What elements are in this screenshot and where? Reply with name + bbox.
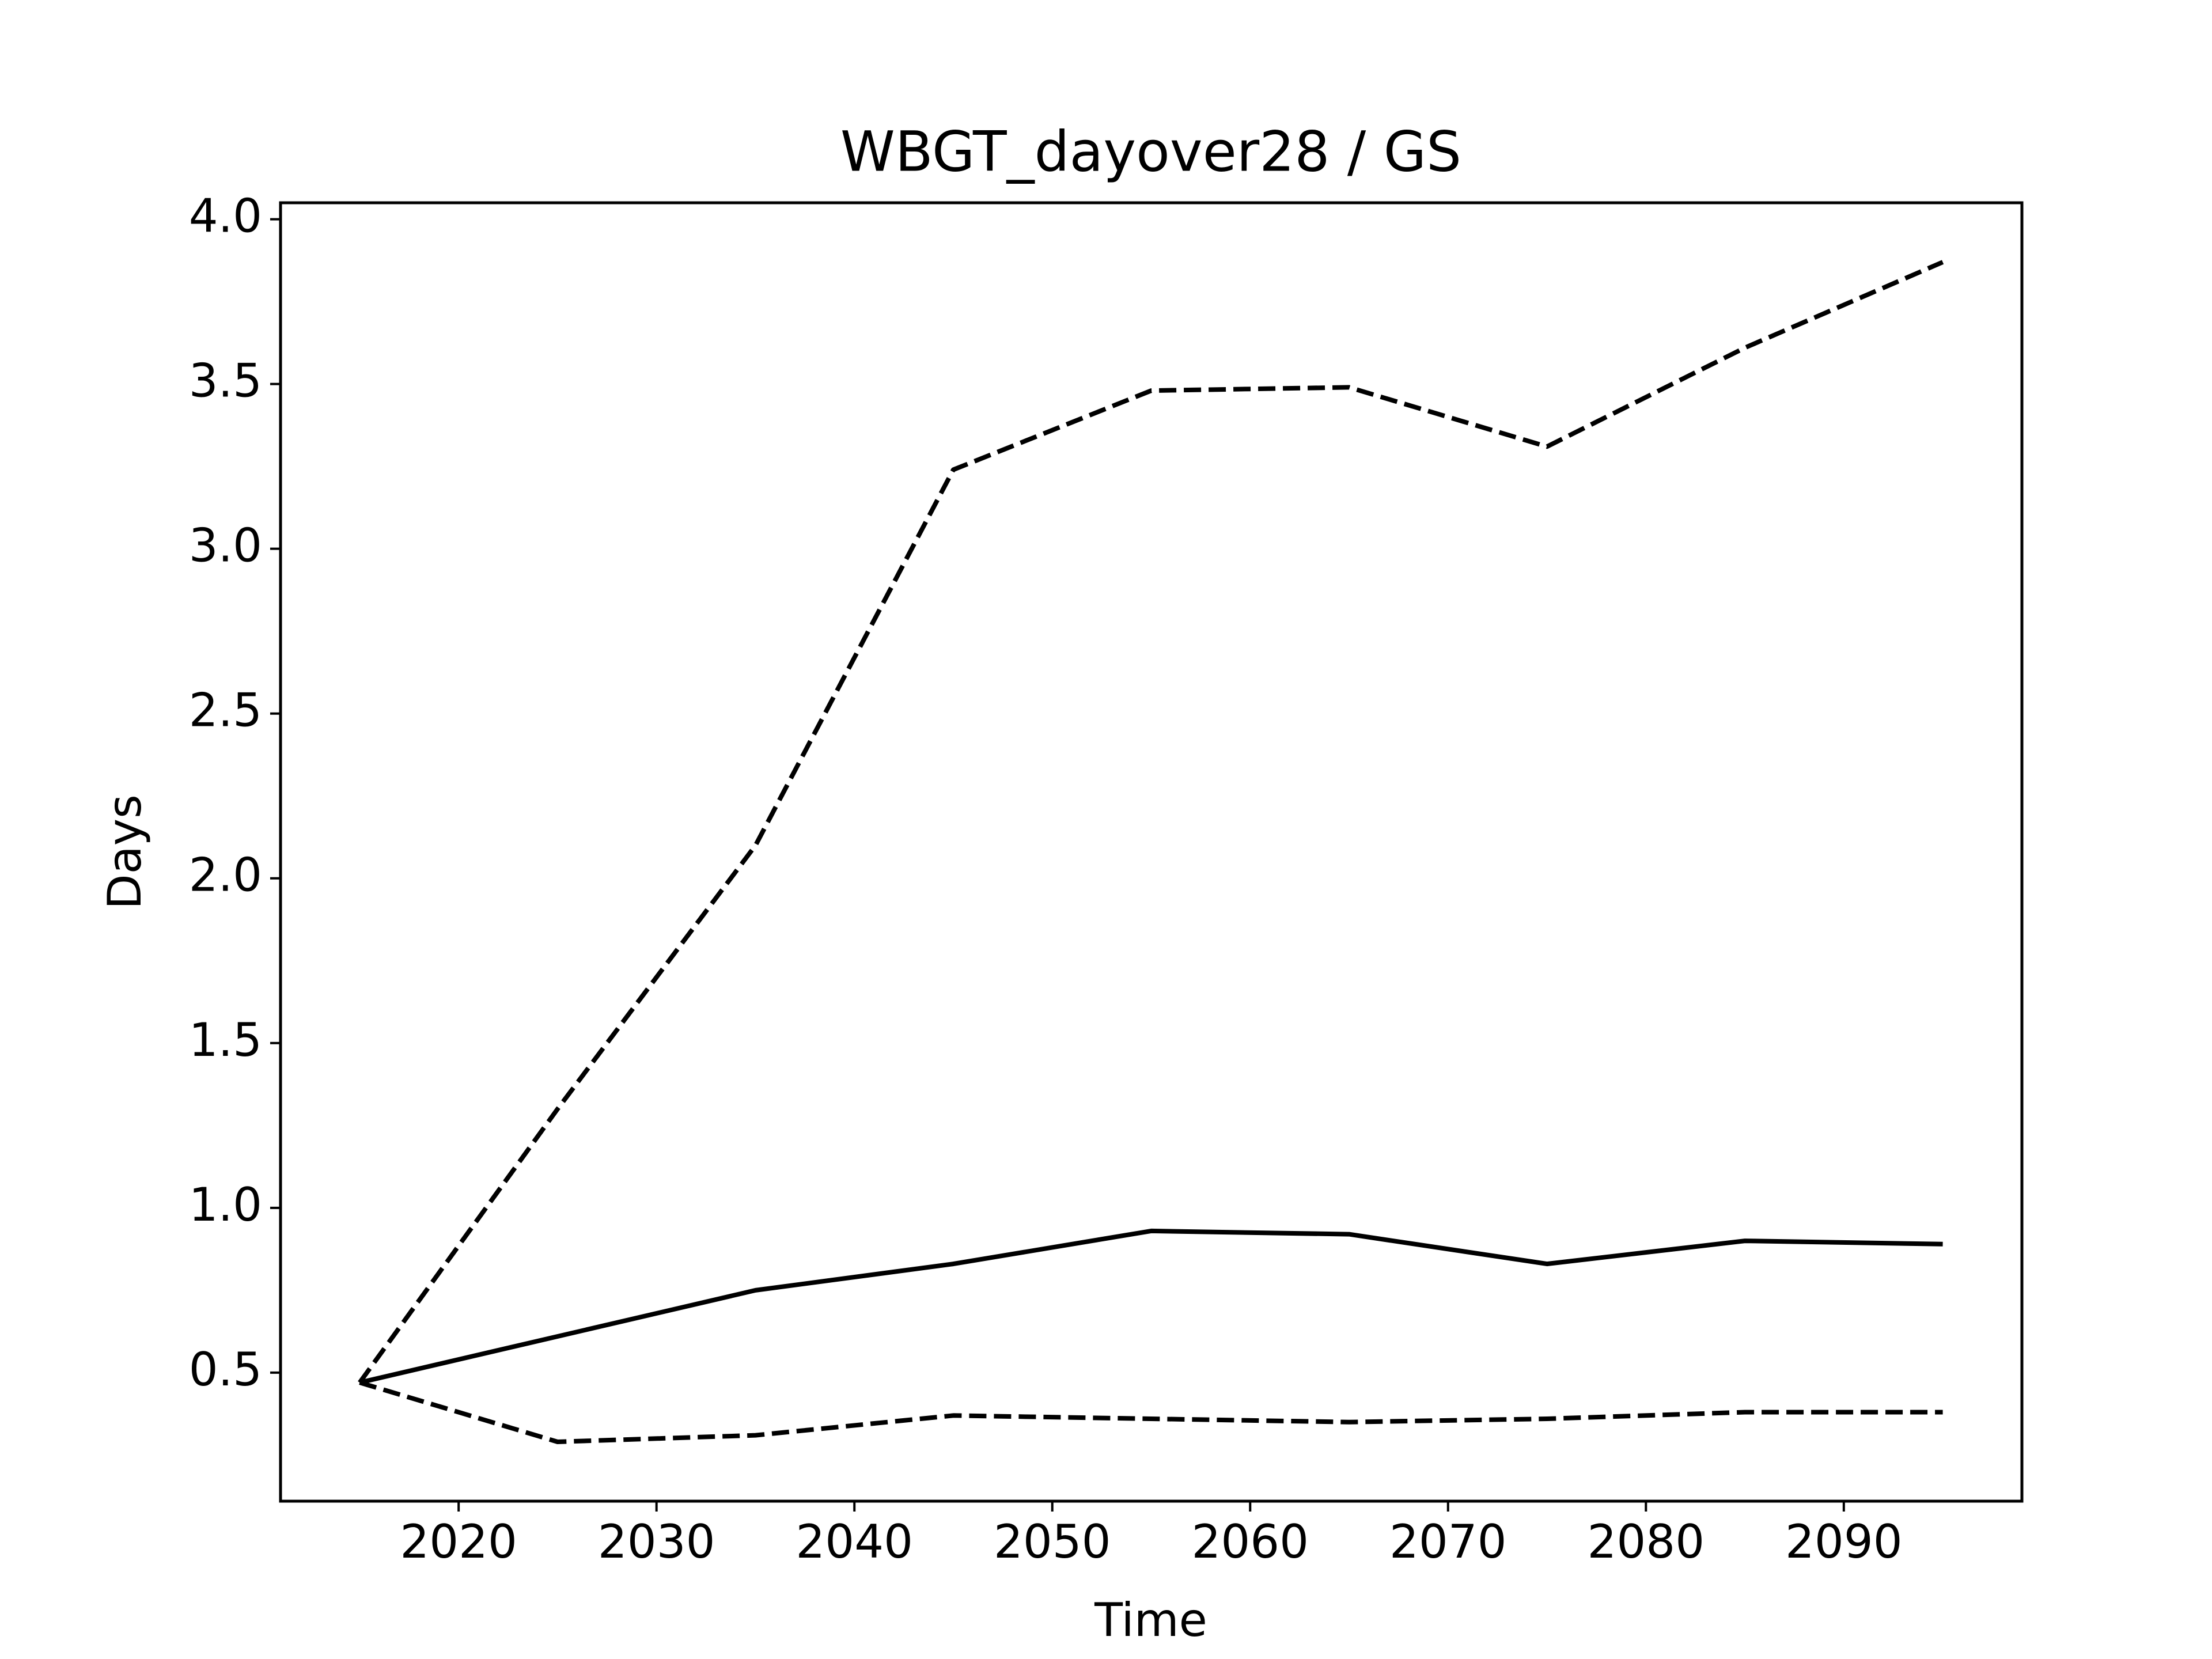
- y-axis-label: Days: [98, 794, 151, 910]
- y-tick-label: 0.5: [189, 1343, 262, 1396]
- x-tick-label: 2060: [1191, 1515, 1309, 1569]
- y-tick-label: 1.5: [189, 1013, 262, 1067]
- x-tick-label: 2020: [400, 1515, 517, 1569]
- x-tick-label: 2070: [1389, 1515, 1507, 1569]
- y-tick-label: 2.0: [189, 849, 262, 902]
- plot-area: [358, 260, 1944, 1444]
- series-line-2-dashed: [358, 260, 1944, 1384]
- series-line-1-solid: [359, 1228, 1943, 1385]
- y-tick-label: 1.0: [189, 1178, 262, 1232]
- axes: 2020 2030 2040 2050 2060 2070 2080 2090 0.5 1.0 1.…: [189, 190, 2024, 1569]
- chart-title: WBGT_dayover28 / GS: [840, 119, 1461, 184]
- x-tick-label: 2080: [1588, 1515, 1705, 1569]
- series-line-3-dashed: [359, 1380, 1943, 1444]
- x-tick-label: 2090: [1785, 1515, 1903, 1569]
- axes-frame: [279, 201, 2024, 1503]
- x-tick-label: 2050: [994, 1515, 1111, 1569]
- y-tick-label: 3.0: [189, 519, 262, 573]
- y-tick-label: 2.5: [189, 684, 262, 737]
- x-tick-label: 2040: [796, 1515, 913, 1569]
- y-tick-label: 3.5: [189, 354, 262, 408]
- y-tick-label: 4.0: [189, 190, 262, 243]
- x-axis-label: Time: [1094, 1593, 1207, 1647]
- x-tick-label: 2030: [598, 1515, 715, 1569]
